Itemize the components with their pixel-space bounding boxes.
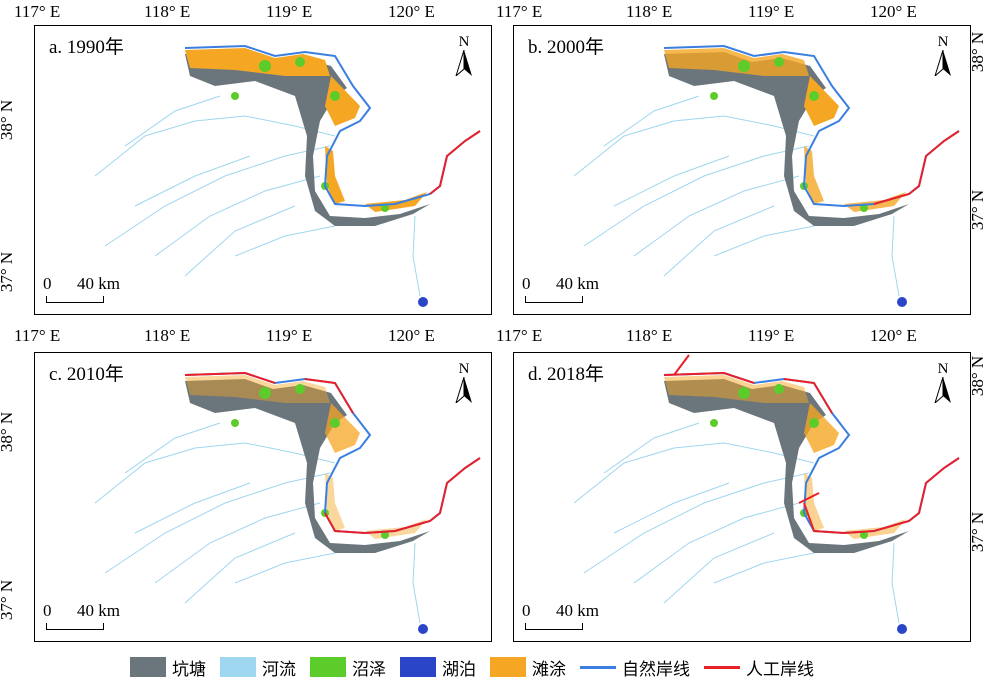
lon-tick-118-top-right: 118° E [626,2,673,21]
legend-label: 河流 [262,659,296,680]
legend-item-marsh: 沼泽 [310,655,386,680]
map-canvas [573,354,960,634]
lon-tick-117-mid-left: 117° E [14,326,61,345]
scale-zero: 0 [522,601,531,620]
legend-line [704,665,740,669]
lat-tick-38-top-right: 38° N [968,31,988,73]
scale-label: 40 km [556,274,599,293]
scale-zero: 0 [522,274,531,293]
lat-tick-37-bottom-right: 37° N [968,511,988,553]
legend-swatch [310,657,346,677]
lat-tick-37-top-right: 37° N [968,189,988,231]
north-label: N [458,361,470,377]
lon-tick-119-mid-right: 119° E [748,326,795,345]
north-arrow-icon: N [932,34,954,81]
lon-tick-118-mid-right: 118° E [626,326,673,345]
scale-zero: 0 [43,601,52,620]
panel-title: b. 2000年 [528,37,605,58]
legend-line [580,665,616,669]
legend-item-natural-coastline: 自然岸线 [580,655,690,680]
lat-tick-38-bottom-right: 38° N [968,355,988,397]
scale-bar: 0 40 km [43,274,163,304]
legend-item-tidal-flat: 滩涂 [490,655,566,680]
lon-tick-119-top-left: 119° E [266,2,313,21]
lat-tick-37-top-left: 37° N [0,252,17,293]
map-panel-2010: c. 2010年 N 0 40 km [34,352,492,642]
lon-tick-118-top-left: 118° E [144,2,191,21]
lat-tick-38-bottom-left: 38° N [0,412,17,453]
legend-label: 湖泊 [442,659,476,680]
map-panel-1990: a. 1990年 N 0 40 km [34,25,492,315]
legend-label: 沼泽 [352,659,386,680]
lon-tick-120-top-left: 120° E [388,2,435,21]
lon-tick-120-mid-right: 120° E [870,326,917,345]
lon-tick-117-top-left: 117° E [14,2,61,21]
map-canvas [94,371,481,634]
lon-tick-120-top-right: 120° E [870,2,917,21]
scale-label: 40 km [77,601,120,620]
lon-tick-117-top-right: 117° E [496,2,543,21]
legend-swatch [130,657,166,677]
legend-label: 自然岸线 [622,659,690,680]
panel-title: c. 2010年 [49,364,124,385]
legend-label: 人工岸线 [746,659,814,680]
north-arrow-icon: N [453,361,475,408]
lon-tick-119-mid-left: 119° E [266,326,313,345]
scale-bar: 0 40 km [522,601,642,631]
scale-zero: 0 [43,274,52,293]
map-legend: 坑塘 河流 沼泽 湖泊 滩涂 自然岸线 人工岸线 [130,654,828,680]
scale-bar: 0 40 km [43,601,163,631]
scale-label: 40 km [556,601,599,620]
legend-label: 坑塘 [172,659,206,680]
scale-bar: 0 40 km [522,274,642,304]
north-label: N [937,34,949,50]
lon-tick-118-mid-left: 118° E [144,326,191,345]
lon-tick-119-top-right: 119° E [748,2,795,21]
legend-item-pond: 坑塘 [130,655,206,680]
legend-label: 滩涂 [532,659,566,680]
legend-swatch [490,657,526,677]
lat-tick-38-top-left: 38° N [0,100,17,141]
legend-item-river: 河流 [220,655,296,680]
map-canvas [94,44,481,307]
north-label: N [458,34,470,50]
lat-tick-37-bottom-left: 37° N [0,580,17,621]
north-label: N [937,361,949,377]
map-panel-2000: b. 2000年 N 0 40 km [513,25,971,315]
map-panel-2018: d. 2018年 N 0 40 km [513,352,971,642]
legend-item-lake: 湖泊 [400,655,476,680]
north-arrow-icon: N [932,361,954,408]
scale-label: 40 km [77,274,120,293]
panel-title: d. 2018年 [528,364,605,385]
legend-item-artificial-coastline: 人工岸线 [704,655,814,680]
map-canvas [573,44,960,307]
legend-swatch [220,657,256,677]
north-arrow-icon: N [453,34,475,81]
legend-swatch [400,657,436,677]
lon-tick-117-mid-right: 117° E [496,326,543,345]
lon-tick-120-mid-left: 120° E [388,326,435,345]
panel-title: a. 1990年 [49,37,124,58]
